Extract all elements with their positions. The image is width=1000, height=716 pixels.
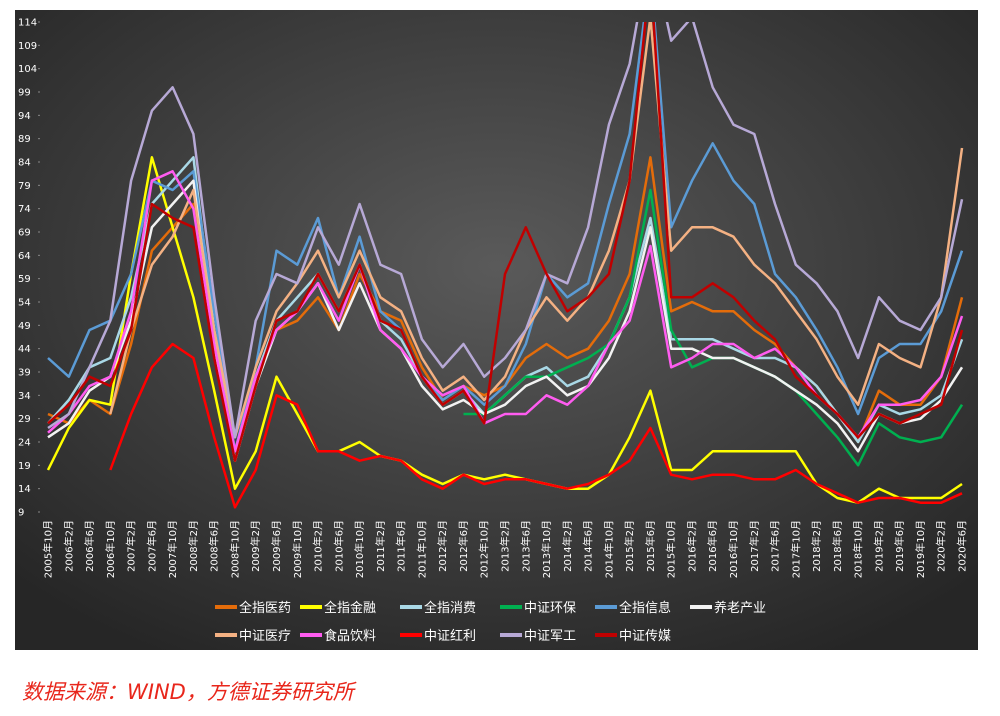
y-tick-label: 49: [18, 321, 31, 332]
y-tick-label: 64: [18, 251, 31, 262]
x-tick-label: 2020年2月: [935, 520, 948, 572]
y-tick-label: 9: [18, 508, 24, 519]
series-line: [47, 170, 964, 453]
y-tick-label: 39: [18, 368, 31, 379]
y-tick-label: 34: [18, 391, 31, 402]
x-tick-label: 2005年10月: [42, 520, 55, 578]
y-tick-label: 24: [18, 438, 31, 449]
x-tick-label: 2016年2月: [685, 520, 698, 572]
x-tick-label: 2010年6月: [332, 520, 345, 572]
y-tick-label: 114: [18, 18, 37, 29]
x-tick-label: 2018年2月: [810, 520, 823, 572]
x-tick-label: 2009年2月: [249, 520, 262, 572]
x-tick-label: 2018年10月: [852, 520, 865, 578]
x-tick-label: 2009年10月: [291, 520, 304, 578]
x-tick-label: 2008年6月: [208, 520, 221, 572]
y-tick-label: 94: [18, 111, 31, 122]
x-tick-label: 2014年6月: [582, 520, 595, 572]
x-tick-label: 2007年2月: [125, 520, 138, 572]
legend-label: 全指信息: [619, 600, 671, 616]
x-tick-label: 2011年10月: [415, 520, 428, 578]
legend-label: 养老产业: [714, 600, 766, 616]
x-tick-label: 2013年2月: [499, 520, 512, 572]
x-tick-label: 2010年10月: [353, 520, 366, 578]
y-tick-label: 104: [18, 64, 37, 75]
legend-label: 中证红利: [424, 628, 476, 644]
legend-label: 全指消费: [424, 600, 476, 616]
x-tick-label: 2019年10月: [914, 520, 927, 578]
x-tick-label: 2012年2月: [436, 520, 449, 572]
legend-label: 中证传媒: [619, 629, 671, 644]
legend-label: 中证医疗: [239, 629, 291, 644]
legend-label: 全指医药: [239, 600, 291, 616]
y-tick-label: 54: [18, 298, 31, 309]
x-tick-label: 2012年10月: [478, 520, 491, 578]
series-line: [46, 156, 963, 504]
x-tick-label: 2014年10月: [602, 520, 615, 578]
series-line: [47, 22, 964, 462]
x-tick-label: 2015年10月: [665, 520, 678, 578]
x-tick-label: 2010年2月: [312, 520, 325, 572]
x-tick-label: 2009年6月: [270, 520, 283, 572]
series-line: [47, 22, 964, 439]
x-tick-label: 2014年2月: [561, 520, 574, 572]
x-tick-label: 2018年6月: [831, 520, 844, 572]
x-tick-label: 2015年2月: [623, 520, 636, 572]
x-tick-label: 2016年10月: [727, 520, 740, 578]
y-tick-label: 29: [18, 414, 31, 425]
x-tick-label: 2016年6月: [706, 520, 719, 572]
series-line: [109, 342, 963, 509]
y-tick-label: 99: [18, 88, 31, 99]
y-tick-label: 69: [18, 228, 31, 239]
x-tick-label: 2011年6月: [395, 520, 408, 572]
x-tick-label: 2019年6月: [893, 520, 906, 572]
y-tick-label: 79: [18, 181, 31, 192]
legend-label: 中证军工: [524, 629, 576, 644]
x-tick-label: 2012年6月: [457, 520, 470, 572]
series-line: [109, 22, 964, 439]
y-tick-label: 74: [18, 204, 31, 215]
y-tick-label: 59: [18, 274, 31, 285]
x-tick-label: 2008年2月: [187, 520, 200, 572]
x-tick-label: 2006年10月: [104, 520, 117, 578]
x-tick-label: 2011年2月: [374, 520, 387, 572]
x-tick-label: 2017年10月: [789, 520, 802, 578]
x-tick-label: 2008年10月: [228, 520, 241, 578]
series-line: [47, 22, 964, 453]
x-tick-label: 2006年6月: [83, 520, 96, 572]
x-tick-label: 2007年6月: [145, 520, 158, 572]
y-tick-label: 14: [18, 484, 31, 495]
legend-label: 中证环保: [524, 601, 576, 616]
legend-label: 食品饮料: [324, 628, 376, 644]
chart: 9 14 19 24 29 34 39 44 49 54 59 64 69 74 79 84 89 94 99 104…: [15, 10, 978, 650]
y-tick-label: 84: [18, 158, 31, 169]
y-tick-label: 109: [18, 41, 37, 52]
x-tick-label: 2015年6月: [644, 520, 657, 572]
plot-area: [46, 22, 964, 509]
x-tick-label: 2013年10月: [540, 520, 553, 578]
source-note: 数据来源：WIND，方德证券研究所: [22, 680, 354, 704]
x-tick-label: 2017年6月: [769, 520, 782, 572]
x-tick-label: 2017年2月: [748, 520, 761, 572]
y-tick-label: 89: [18, 134, 31, 145]
y-tick-label: 19: [18, 461, 31, 472]
legend-label: 全指金融: [324, 600, 376, 616]
x-tick-label: 2019年2月: [872, 520, 885, 572]
x-tick-label: 2020年6月: [956, 520, 969, 572]
x-tick-label: 2007年10月: [166, 520, 179, 578]
x-tick-label: 2006年2月: [62, 520, 75, 572]
y-tick-label: 44: [18, 344, 31, 355]
x-tick-label: 2013年6月: [519, 520, 532, 572]
